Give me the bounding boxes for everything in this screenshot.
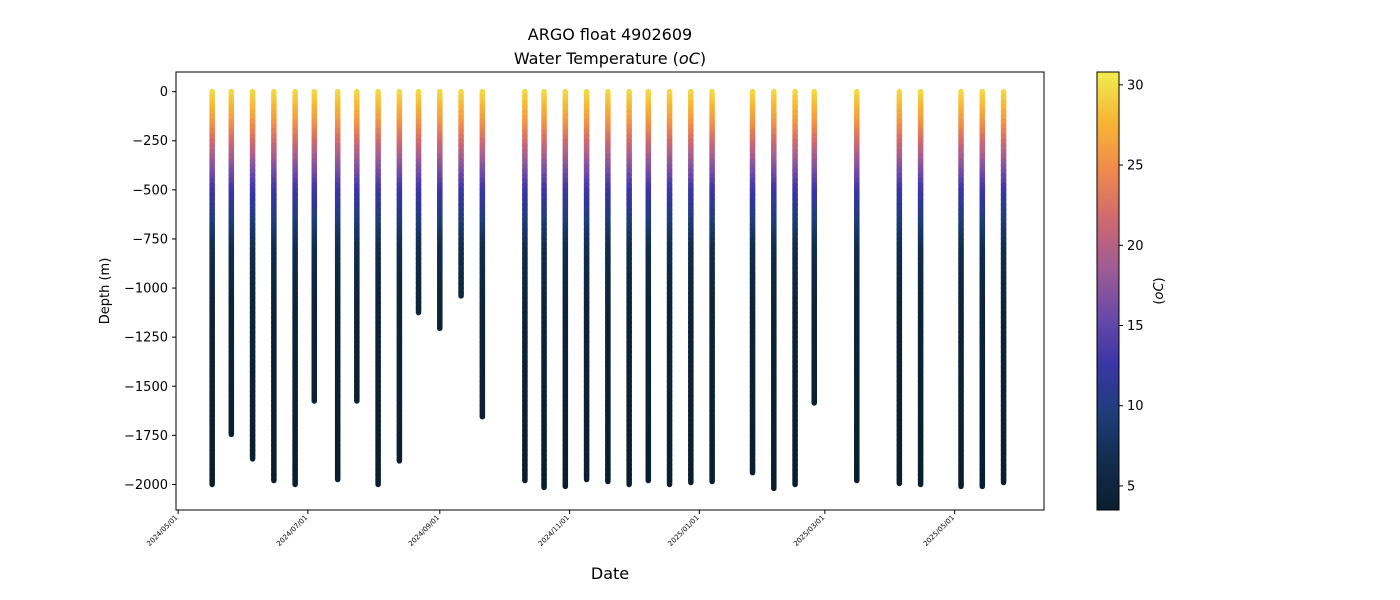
colorbar-tick-label: 25 — [1127, 159, 1144, 174]
colorbar-label-unit: oC — [1152, 282, 1167, 300]
y-tick-label: −250 — [132, 134, 168, 149]
colorbar-tick-label: 10 — [1127, 399, 1144, 414]
colorbar-tick-label: 20 — [1127, 239, 1144, 254]
colorbar — [1096, 71, 1120, 511]
y-tick-label: −2000 — [124, 478, 168, 493]
y-tick-label: −1250 — [124, 331, 168, 346]
y-axis-label: Depth (m) — [98, 258, 113, 325]
colorbar-label: (oC) — [1152, 277, 1167, 304]
chart-subtitle: Water Temperature (oC) — [514, 49, 706, 68]
colorbar-label-close: ) — [1152, 277, 1167, 282]
x-tick-label: 2025/05/01 — [922, 514, 956, 548]
y-tick-label: −750 — [132, 232, 168, 247]
x-tick-label: 2025/01/01 — [667, 514, 701, 548]
colorbar-tick-label: 30 — [1127, 78, 1144, 93]
profile-series — [209, 88, 1007, 492]
chart-subtitle-unit: oC — [679, 49, 701, 68]
x-tick-label: 2024/09/01 — [407, 514, 441, 548]
colorbar-label-text: ( — [1152, 300, 1167, 305]
x-axis: 2024/05/01 2024/07/01 2024/09/01 2024/11/01… — [145, 510, 956, 548]
x-tick-label: 2024/11/01 — [537, 514, 571, 548]
y-tick-label: −1750 — [124, 429, 168, 444]
y-axis: 0 −250 −500 −750 −1000 −1250 −1500 −1750 −2000 — [124, 85, 176, 493]
y-tick-label: 0 — [160, 85, 168, 100]
x-tick-label: 2024/07/01 — [275, 514, 309, 548]
x-tick-label: 2025/03/01 — [792, 514, 826, 548]
chart-subtitle-close: ) — [700, 49, 706, 68]
chart-subtitle-text: Water Temperature ( — [514, 49, 679, 68]
y-tick-label: −500 — [132, 183, 168, 198]
colorbar-tick-label: 15 — [1127, 319, 1144, 334]
colorbar-tick-label: 5 — [1127, 479, 1135, 494]
x-axis-label: Date — [591, 564, 629, 583]
plot-frame — [175, 71, 1045, 511]
colorbar-axis: 5 10 15 20 25 30 — [1119, 78, 1144, 494]
chart-title: ARGO float 4902609 — [528, 25, 692, 44]
y-tick-label: −1500 — [124, 380, 168, 395]
y-tick-label: −1000 — [124, 282, 168, 297]
x-tick-label: 2024/05/01 — [145, 514, 179, 548]
